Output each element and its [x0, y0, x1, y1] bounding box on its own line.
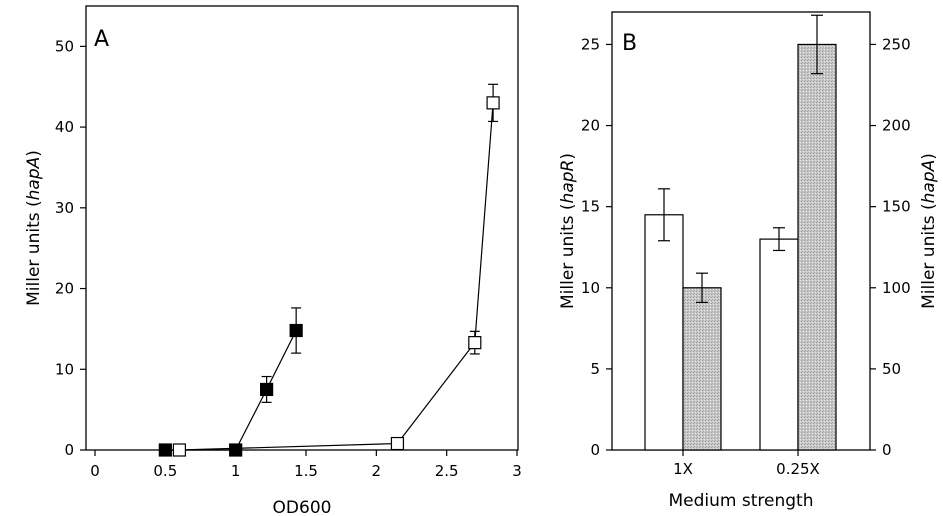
- open-square-point: [468, 336, 482, 350]
- x-tick-label: 0.5: [153, 462, 177, 480]
- axis-title-prefix: Miller units (: [558, 203, 578, 309]
- right-y-tick-label: 250: [882, 35, 911, 53]
- panel-b-x-tick-labels: 1X 0.25X: [673, 450, 820, 478]
- left-y-tick-label: 0: [590, 441, 600, 459]
- panel-a: A 0 0.5 1 1.5 2 2.5 3 0 10 20 30 40 50 OD600 Miller…: [24, 5, 522, 516]
- y-tick-label: 50: [55, 37, 74, 55]
- panel-b-right-y-ticks: 0 50 100 150 200 250: [870, 35, 911, 459]
- panel-b-right-y-axis-title-text: Miller units (hapA): [919, 153, 939, 309]
- panel-a-y-axis-title: Miller units (hapA): [24, 150, 44, 306]
- panel-a-frame: [85, 5, 519, 451]
- panel-a-points: [158, 96, 500, 457]
- x-tick-label: 2.5: [435, 462, 459, 480]
- panel-b-x-axis-title: Medium strength: [669, 491, 814, 511]
- y-tick-label: 10: [55, 360, 74, 378]
- hapa-bar: [682, 287, 722, 451]
- right-y-tick-label: 150: [882, 198, 911, 216]
- y-tick-label: 20: [55, 280, 74, 298]
- right-y-tick-label: 100: [882, 279, 911, 297]
- series-line: [165, 330, 297, 451]
- panel-a-x-axis-title: OD600: [273, 498, 332, 516]
- filled-square-point: [260, 382, 274, 397]
- panel-a-series-lines: [165, 102, 494, 451]
- axis-title-gene: hapR: [558, 160, 578, 204]
- panel-a-x-ticks: 0 0.5 1 1.5 2 2.5 3: [90, 450, 522, 480]
- open-square-point: [390, 436, 405, 451]
- right-y-tick-label: 0: [882, 441, 892, 459]
- left-y-tick-label: 20: [581, 117, 600, 135]
- axis-title-suffix: ): [558, 153, 578, 160]
- panel-a-label: A: [94, 27, 109, 52]
- right-y-tick-label: 50: [882, 360, 901, 378]
- panel-b-bars: [644, 43, 837, 451]
- panel-b-error-bars: [658, 14, 823, 303]
- y-tick-label: 0: [64, 441, 74, 459]
- y-tick-label: 30: [55, 199, 74, 217]
- panel-b-left-y-ticks: 0 5 10 15 20 25: [581, 35, 612, 459]
- open-square-point: [172, 443, 186, 457]
- axis-title-suffix: ): [919, 153, 939, 160]
- x-tick-label: 0: [90, 462, 100, 480]
- panel-b: B 0 5 10 15 20 25 0 50 100 150 200 250 1X 0.25X Med…: [558, 11, 939, 511]
- filled-square-point: [289, 323, 303, 338]
- left-y-tick-label: 5: [590, 360, 600, 378]
- left-y-tick-label: 10: [581, 279, 600, 297]
- series-line: [179, 102, 494, 451]
- right-y-tick-label: 200: [882, 117, 911, 135]
- axis-title-prefix: Miller units (: [24, 200, 44, 306]
- hapr-bar: [644, 214, 684, 451]
- y-tick-label: 40: [55, 118, 74, 136]
- panel-a-y-ticks: 0 10 20 30 40 50: [55, 37, 86, 459]
- filled-square-point: [158, 443, 172, 457]
- open-square-point: [486, 96, 500, 110]
- x-tick-label: 1X: [673, 460, 693, 478]
- left-y-tick-label: 25: [581, 35, 600, 53]
- x-tick-label: 0.25X: [776, 460, 820, 478]
- axis-title-prefix: Miller units (: [919, 203, 939, 309]
- hapr-bar: [759, 238, 799, 451]
- panel-b-left-y-axis-title: Miller units (hapR): [558, 153, 578, 309]
- x-tick-label: 1.5: [294, 462, 318, 480]
- left-y-tick-label: 15: [581, 198, 600, 216]
- panel-a-error-bars: [261, 83, 499, 403]
- axis-title-gene: hapA: [919, 160, 939, 204]
- filled-square-point: [229, 443, 243, 457]
- x-tick-label: 2: [372, 462, 382, 480]
- panel-b-label: B: [622, 31, 637, 56]
- x-tick-label: 1: [231, 462, 241, 480]
- x-tick-label: 3: [512, 462, 522, 480]
- hapa-bar: [797, 43, 837, 451]
- panel-b-left-y-axis-title-text: Miller units (hapR): [558, 153, 578, 309]
- panel-a-y-axis-title-text: Miller units (hapA): [24, 150, 44, 306]
- axis-title-gene: hapA: [24, 157, 44, 201]
- panel-b-frame: [611, 11, 871, 451]
- axis-title-suffix: ): [24, 150, 44, 157]
- panel-b-right-y-axis-title: Miller units (hapA): [919, 153, 939, 309]
